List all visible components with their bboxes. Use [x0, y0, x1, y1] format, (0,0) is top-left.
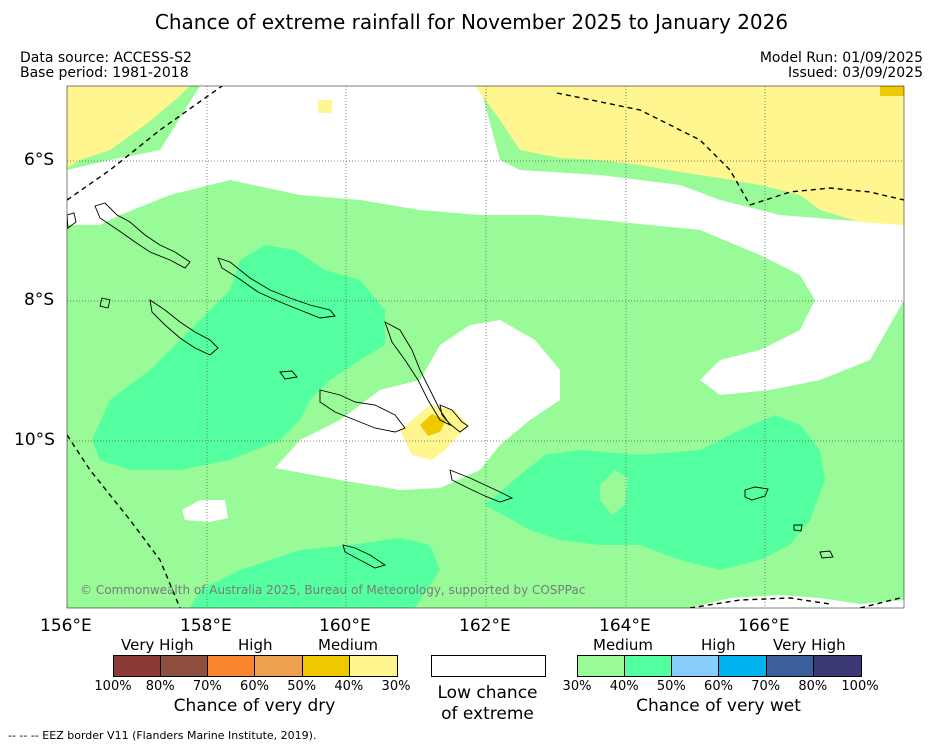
- island-guadalcanal: [319, 389, 406, 433]
- x-tick-label: 160°E: [319, 616, 371, 636]
- island-shortlands: [99, 297, 111, 309]
- region-low-chance-west: [182, 500, 228, 522]
- island-small-4: [67, 212, 77, 229]
- region-low-chance-southeast: [690, 595, 904, 608]
- data-source: Data source: ACCESS-S2: [20, 50, 192, 66]
- wet-swatch-4: [766, 656, 814, 676]
- dry-swatch-5: [349, 656, 397, 676]
- wet-caption: Chance of very wet: [636, 696, 801, 716]
- wet-tick-label: 70%: [751, 679, 781, 694]
- x-tick-label: 164°E: [599, 616, 651, 636]
- dry-tick-label: 40%: [334, 679, 364, 694]
- island-new-georgia: [149, 299, 219, 356]
- dry-group-medium: Medium: [318, 636, 378, 654]
- wet-group-very-high: Very High: [773, 636, 846, 654]
- y-tick-label: 8°S: [24, 290, 55, 310]
- meta-left: Data source: ACCESS-S2 Base period: 1981…: [20, 51, 192, 81]
- y-tick-label: 10°S: [14, 430, 55, 450]
- region-low-chance-north: [67, 86, 904, 395]
- map-title: Chance of extreme rainfall for November …: [154, 10, 789, 34]
- islands: [67, 202, 834, 569]
- island-santa-isabel: [384, 321, 452, 427]
- wet-colorbar: [577, 655, 862, 677]
- eez-borders: [67, 86, 904, 608]
- wet-tick-label: 80%: [798, 679, 828, 694]
- neutral-caption: Low chance of extreme: [420, 683, 555, 725]
- wet-tick-label: 100%: [841, 679, 879, 694]
- dry-tick-label: 70%: [192, 679, 222, 694]
- dry-tick-label: 60%: [240, 679, 269, 694]
- dry-colorbar: [113, 655, 398, 677]
- wet-tick-label: 40%: [609, 679, 639, 694]
- neutral-swatch: [431, 655, 546, 677]
- dry-swatch-2: [208, 656, 256, 676]
- map-frame: [66, 85, 905, 609]
- region-dry-medium-northeast: [475, 86, 904, 225]
- region-low-chance-center: [275, 320, 560, 490]
- copyright-notice: © Commonwealth of Australia 2025, Bureau…: [80, 583, 585, 597]
- dry-swatch-1: [161, 656, 209, 676]
- dry-tick-label: 100%: [94, 679, 132, 694]
- region-wet-hole-east: [600, 470, 628, 515]
- gridlines: [67, 86, 904, 608]
- island-small-1: [793, 524, 803, 532]
- wet-tick-label: 30%: [562, 679, 592, 694]
- dry-group-high: High: [238, 636, 273, 654]
- region-wet-medium-east: [485, 415, 825, 570]
- x-tick-label: 156°E: [40, 616, 92, 636]
- wet-swatch-5: [813, 656, 861, 676]
- dry-tick-label: 50%: [287, 679, 317, 694]
- dry-caption: Chance of very dry: [173, 696, 336, 716]
- issued-date: Issued: 03/09/2025: [788, 65, 923, 81]
- island-rennell: [342, 544, 387, 569]
- map-area: © Commonwealth of Australia 2025, Bureau…: [67, 86, 904, 608]
- wet-group-medium: Medium: [593, 636, 653, 654]
- x-tick-label: 166°E: [738, 616, 790, 636]
- wet-group-high: High: [701, 636, 736, 654]
- island-santa-cruz: [744, 486, 769, 501]
- neutral-caption-line2: of extreme: [441, 704, 534, 724]
- island-bougainville: [94, 202, 191, 269]
- x-tick-label: 162°E: [459, 616, 511, 636]
- wet-tick-label: 50%: [656, 679, 686, 694]
- island-small-2: [819, 550, 834, 559]
- dry-swatch-0: [114, 656, 162, 676]
- neutral-caption-line1: Low chance: [437, 683, 538, 703]
- dry-swatch-3: [255, 656, 303, 676]
- region-dry-medium-small: [318, 100, 332, 113]
- x-tick-label: 158°E: [180, 616, 232, 636]
- region-wet-medium-south: [190, 538, 440, 608]
- wet-swatch-3: [719, 656, 767, 676]
- base-period: Base period: 1981-2018: [20, 65, 189, 81]
- region-dry-high-northeast: [880, 86, 904, 96]
- wet-swatch-2: [672, 656, 720, 676]
- island-malaita: [439, 404, 469, 433]
- island-choiseul: [217, 257, 336, 319]
- dry-tick-label: 80%: [145, 679, 175, 694]
- region-wet-medium-west: [92, 245, 385, 470]
- wet-tick-label: 60%: [704, 679, 733, 694]
- island-makira: [449, 469, 514, 503]
- dry-group-very-high: Very High: [121, 636, 194, 654]
- region-dry-medium-northwest: [67, 86, 190, 168]
- dry-tick-label: 30%: [381, 679, 411, 694]
- wet-swatch-1: [625, 656, 673, 676]
- dry-swatch-4: [302, 656, 350, 676]
- eez-footer-note: -- -- -- EEZ border V11 (Flanders Marine…: [8, 729, 317, 742]
- meta-right: Model Run: 01/09/2025 Issued: 03/09/2025: [760, 51, 923, 81]
- island-small-3: [279, 370, 298, 380]
- wet-swatch-0: [578, 656, 626, 676]
- y-tick-label: 6°S: [24, 150, 55, 170]
- model-run: Model Run: 01/09/2025: [759, 50, 923, 66]
